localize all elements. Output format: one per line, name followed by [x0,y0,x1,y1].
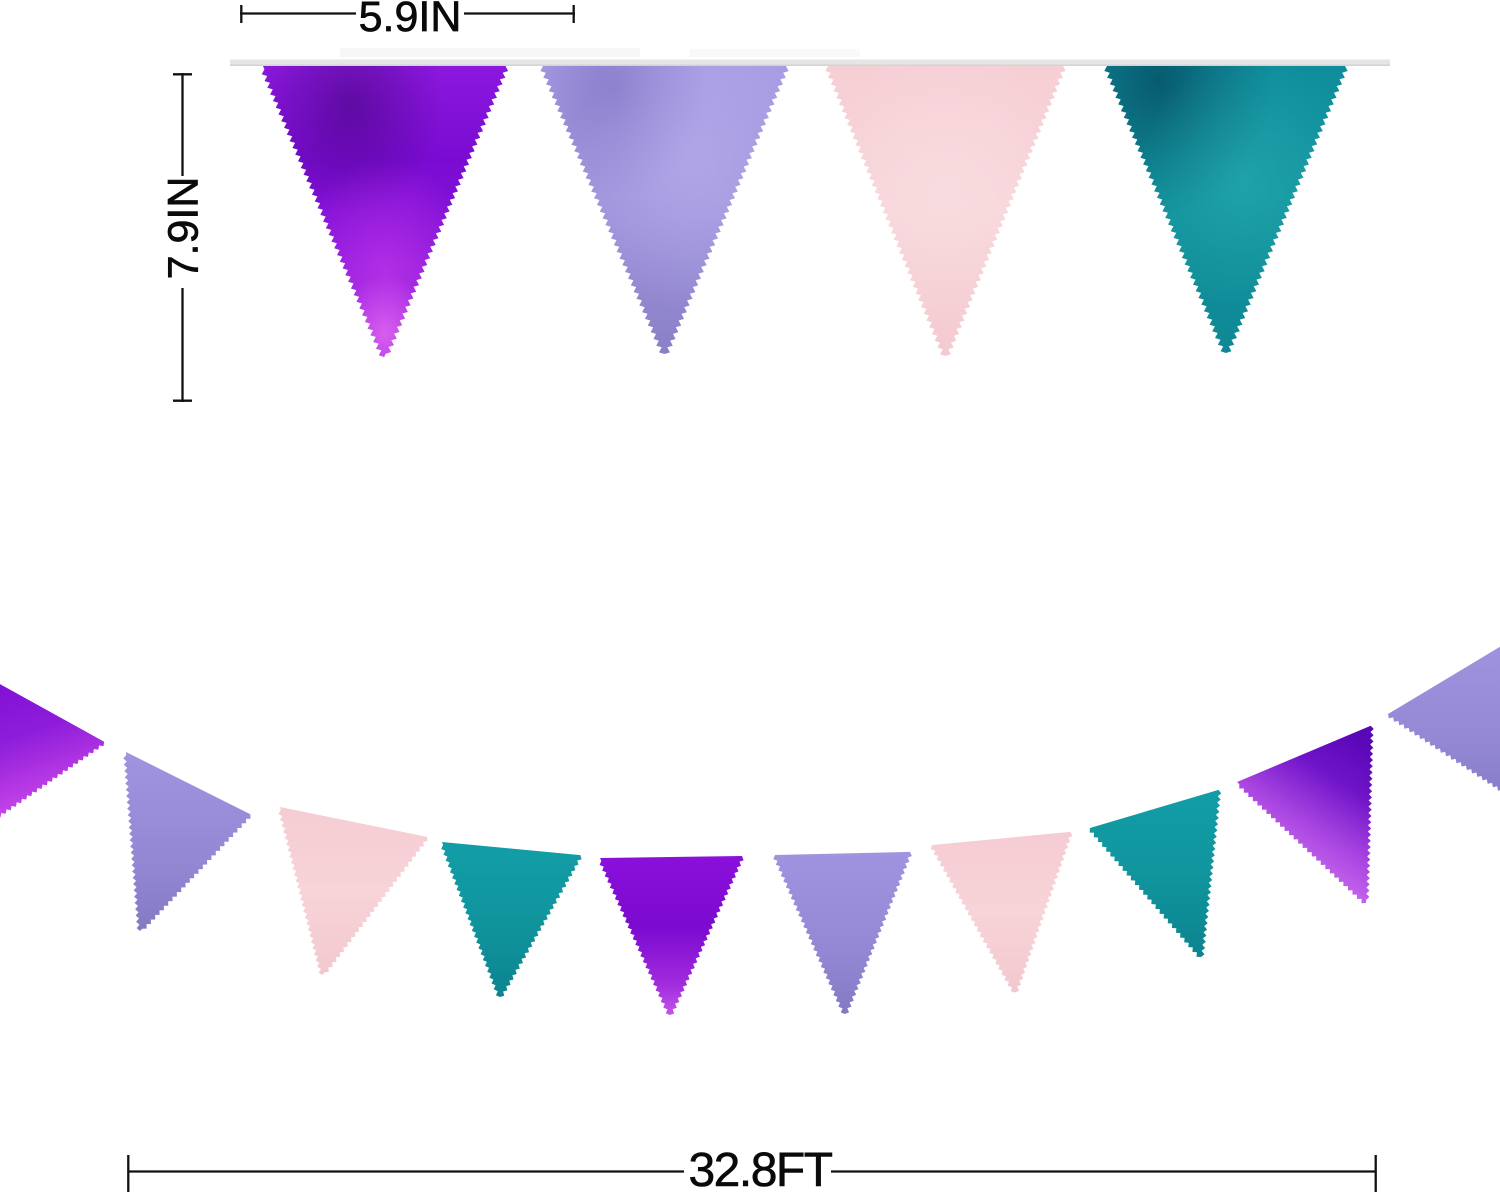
svg-text:5.9IN: 5.9IN [359,0,462,41]
svg-text:32.8FT: 32.8FT [688,1144,832,1195]
svg-text:7.9IN: 7.9IN [160,177,208,280]
